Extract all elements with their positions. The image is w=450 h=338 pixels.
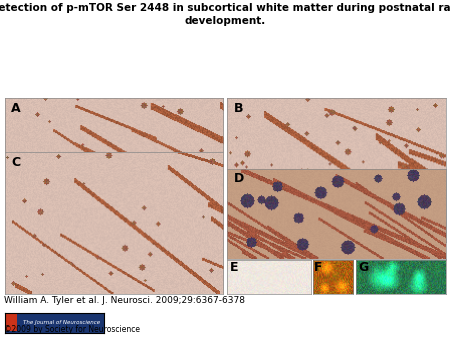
Text: F: F [314,261,323,274]
Text: ©2009 by Society for Neuroscience: ©2009 by Society for Neuroscience [4,325,140,334]
Text: E: E [230,261,238,274]
Text: G: G [358,261,369,274]
Text: C: C [11,156,20,169]
Text: The Journal of Neuroscience: The Journal of Neuroscience [23,320,100,325]
Text: IHC detection of p-mTOR Ser 2448 in subcortical white matter during postnatal ra: IHC detection of p-mTOR Ser 2448 in subc… [0,3,450,26]
Text: A: A [11,102,21,115]
Text: William A. Tyler et al. J. Neurosci. 2009;29:6367-6378: William A. Tyler et al. J. Neurosci. 200… [4,296,246,305]
Text: D: D [234,172,244,185]
Text: B: B [234,102,243,115]
